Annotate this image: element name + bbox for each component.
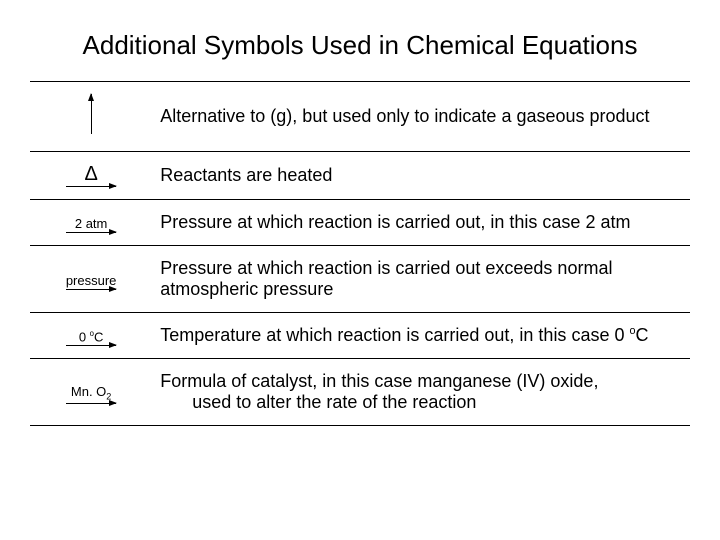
table-row: Alternative to (g), but used only to ind… — [30, 82, 690, 152]
right-arrow-icon — [66, 186, 116, 187]
symbol-cell-mno2: Mn. O2 — [30, 359, 152, 426]
table-row: 0 oC Temperature at which reaction is ca… — [30, 313, 690, 359]
symbol-cell-pressure: pressure — [30, 246, 152, 313]
desc-cell: Pressure at which reaction is carried ou… — [152, 246, 690, 313]
arrow-with-label: 2 atm — [66, 217, 116, 233]
arrow-with-label: Mn. O2 — [66, 385, 116, 405]
table-row: Δ Reactants are heated — [30, 152, 690, 200]
up-arrow-icon — [91, 94, 92, 134]
arrow-with-label: pressure — [66, 274, 117, 290]
right-arrow-icon — [66, 403, 116, 404]
desc-part2: used to alter the rate of the reaction — [160, 392, 682, 413]
symbol-cell-0c: 0 oC — [30, 313, 152, 359]
delta-symbol: Δ — [84, 164, 97, 184]
symbol-cell-2atm: 2 atm — [30, 200, 152, 246]
table-row: 2 atm Pressure at which reaction is carr… — [30, 200, 690, 246]
desc-unit: C — [636, 325, 649, 345]
desc-cell: Alternative to (g), but used only to ind… — [152, 82, 690, 152]
desc-cell: Pressure at which reaction is carried ou… — [152, 200, 690, 246]
desc-part1: Temperature at which reaction is carried… — [160, 325, 629, 345]
desc-part1: Formula of catalyst, in this case mangan… — [160, 371, 598, 391]
page-title: Additional Symbols Used in Chemical Equa… — [0, 0, 720, 81]
label-0c: 0 oC — [79, 330, 104, 343]
symbol-cell-up-arrow — [30, 82, 152, 152]
desc-cell: Temperature at which reaction is carried… — [152, 313, 690, 359]
right-arrow-icon — [66, 232, 116, 233]
temp-value: 0 — [79, 329, 90, 344]
label-2atm: 2 atm — [75, 217, 108, 230]
right-arrow-icon — [66, 289, 116, 290]
formula-pre: Mn. O — [71, 384, 106, 399]
table-row: Mn. O2 Formula of catalyst, in this case… — [30, 359, 690, 426]
symbol-cell-delta: Δ — [30, 152, 152, 200]
label-mno2: Mn. O2 — [71, 385, 111, 402]
arrow-with-label: 0 oC — [66, 330, 116, 346]
desc-cell: Formula of catalyst, in this case mangan… — [152, 359, 690, 426]
symbols-table: Alternative to (g), but used only to ind… — [30, 81, 690, 426]
arrow-with-label: Δ — [66, 164, 116, 187]
temp-unit: C — [94, 329, 103, 344]
desc-cell: Reactants are heated — [152, 152, 690, 200]
table-row: pressure Pressure at which reaction is c… — [30, 246, 690, 313]
right-arrow-icon — [66, 345, 116, 346]
